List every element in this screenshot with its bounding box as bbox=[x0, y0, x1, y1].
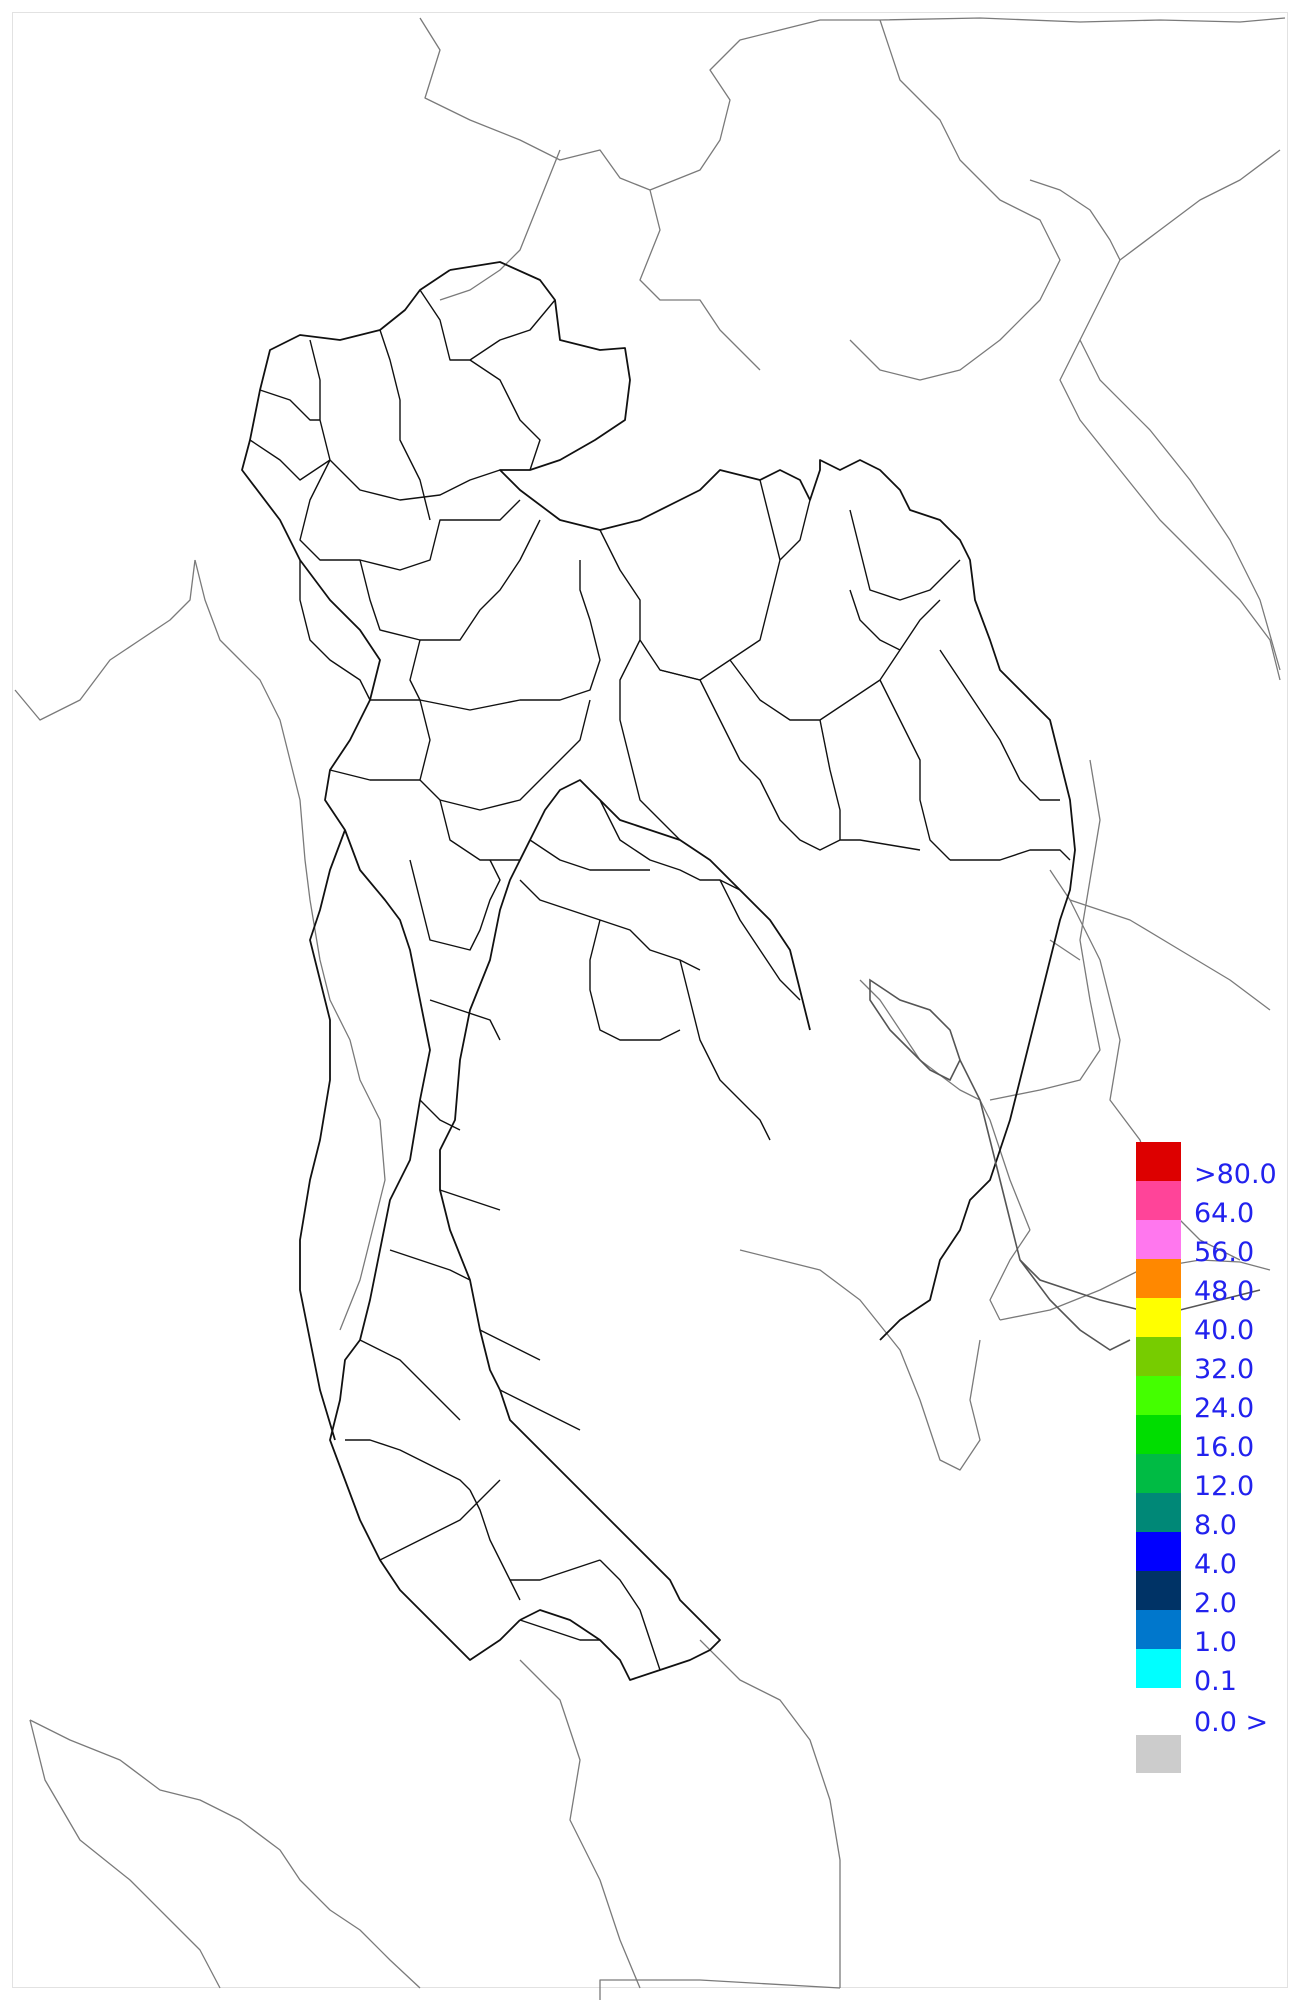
legend-label: 32.0 bbox=[1194, 1354, 1255, 1385]
legend-label: 0.1 bbox=[1194, 1666, 1237, 1697]
legend-label: 4.0 bbox=[1194, 1549, 1237, 1580]
legend-swatch bbox=[1136, 1649, 1181, 1688]
legend-swatch bbox=[1136, 1415, 1181, 1454]
legend-swatch bbox=[1136, 1220, 1181, 1259]
legend-label: 56.0 bbox=[1194, 1237, 1255, 1268]
legend-label-no-data: 0.0 > bbox=[1194, 1707, 1269, 1738]
legend-label: 24.0 bbox=[1194, 1393, 1255, 1424]
legend-label: 8.0 bbox=[1194, 1510, 1237, 1541]
legend-swatch bbox=[1136, 1571, 1181, 1610]
legend-swatch bbox=[1136, 1181, 1181, 1220]
legend-swatch bbox=[1136, 1454, 1181, 1493]
legend-label: 48.0 bbox=[1194, 1276, 1255, 1307]
legend-swatch bbox=[1136, 1610, 1181, 1649]
legend-swatch bbox=[1136, 1298, 1181, 1337]
thailand-provinces bbox=[241, 261, 1076, 1681]
legend-swatch bbox=[1136, 1376, 1181, 1415]
legend-label: 16.0 bbox=[1194, 1432, 1255, 1463]
legend-label: >80.0 bbox=[1194, 1159, 1277, 1190]
legend-label: 40.0 bbox=[1194, 1315, 1255, 1346]
legend-swatch bbox=[1136, 1142, 1181, 1181]
legend-label: 1.0 bbox=[1194, 1627, 1237, 1658]
legend-swatch bbox=[1136, 1337, 1181, 1376]
legend-label: 12.0 bbox=[1194, 1471, 1255, 1502]
legend-label: 64.0 bbox=[1194, 1198, 1255, 1229]
neighbor-borders bbox=[14, 17, 1286, 2000]
legend-swatch-no-data bbox=[1136, 1735, 1181, 1773]
legend-label: 2.0 bbox=[1194, 1588, 1237, 1619]
legend-swatch bbox=[1136, 1259, 1181, 1298]
legend-swatch bbox=[1136, 1532, 1181, 1571]
rainfall-legend: >80.0 64.0 56.0 48.0 40.0 32.0 24.0 16.0 12.0 8.0… bbox=[1136, 1142, 1296, 1782]
map-frame bbox=[12, 12, 1288, 1988]
legend-swatch bbox=[1136, 1493, 1181, 1532]
